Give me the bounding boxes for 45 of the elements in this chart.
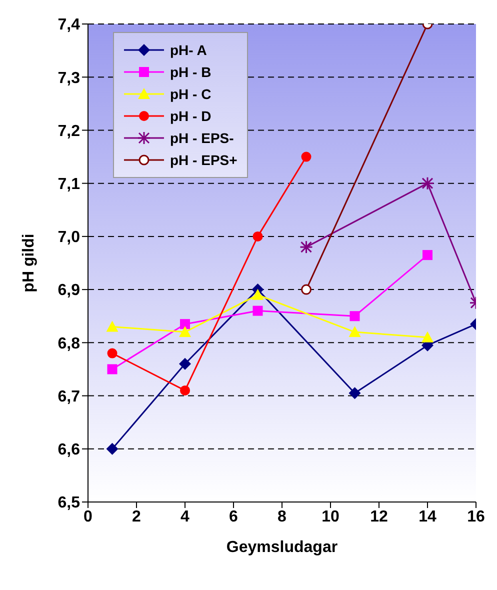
x-tick-label: 16	[467, 508, 485, 526]
legend-label: pH - EPS-	[170, 130, 234, 146]
legend-label: pH - C	[170, 86, 212, 102]
y-tick-label: 7,1	[58, 176, 80, 194]
x-tick-label: 12	[370, 508, 388, 526]
point	[348, 387, 361, 400]
y-axis-title: pH gildi	[20, 234, 38, 292]
point	[107, 364, 118, 374]
y-tick-label: 6,7	[58, 388, 80, 406]
point	[180, 385, 190, 396]
y-tick-label: 6,9	[58, 282, 80, 300]
y-tick-label: 6,8	[58, 335, 80, 352]
y-tick-label: 6,5	[58, 494, 80, 512]
point	[180, 319, 190, 330]
x-tick-label: 0	[84, 508, 93, 526]
point	[252, 306, 263, 316]
point	[106, 320, 118, 332]
y-tick-label: 6,6	[58, 442, 80, 459]
point	[106, 442, 118, 455]
point	[252, 231, 263, 242]
point	[350, 311, 360, 322]
y-tick-label: 7,0	[58, 229, 80, 246]
legend-label: pH - B	[170, 64, 212, 80]
y-tick-label: 7,4	[58, 16, 80, 34]
point	[107, 348, 118, 358]
point	[348, 326, 361, 338]
point	[301, 152, 312, 162]
x-tick-label: 10	[322, 508, 340, 526]
point	[179, 326, 191, 338]
x-tick-label: 2	[132, 508, 142, 526]
x-tick-label: 8	[278, 508, 287, 526]
x-axis-title: Geymsludagar	[226, 539, 338, 556]
y-tick-label: 7,2	[58, 122, 80, 140]
point	[179, 358, 191, 370]
y-tick-label: 7,3	[58, 70, 80, 87]
x-tick-label: 4	[180, 508, 190, 526]
point	[422, 331, 434, 342]
point	[422, 250, 432, 260]
point	[252, 288, 264, 300]
legend-label: pH - D	[170, 108, 212, 124]
point	[301, 284, 312, 295]
legend-label: pH - EPS+	[170, 152, 238, 168]
x-tick-label: 6	[229, 508, 238, 526]
legend-label: pH- A	[170, 42, 207, 58]
x-tick-label: 14	[418, 508, 436, 526]
